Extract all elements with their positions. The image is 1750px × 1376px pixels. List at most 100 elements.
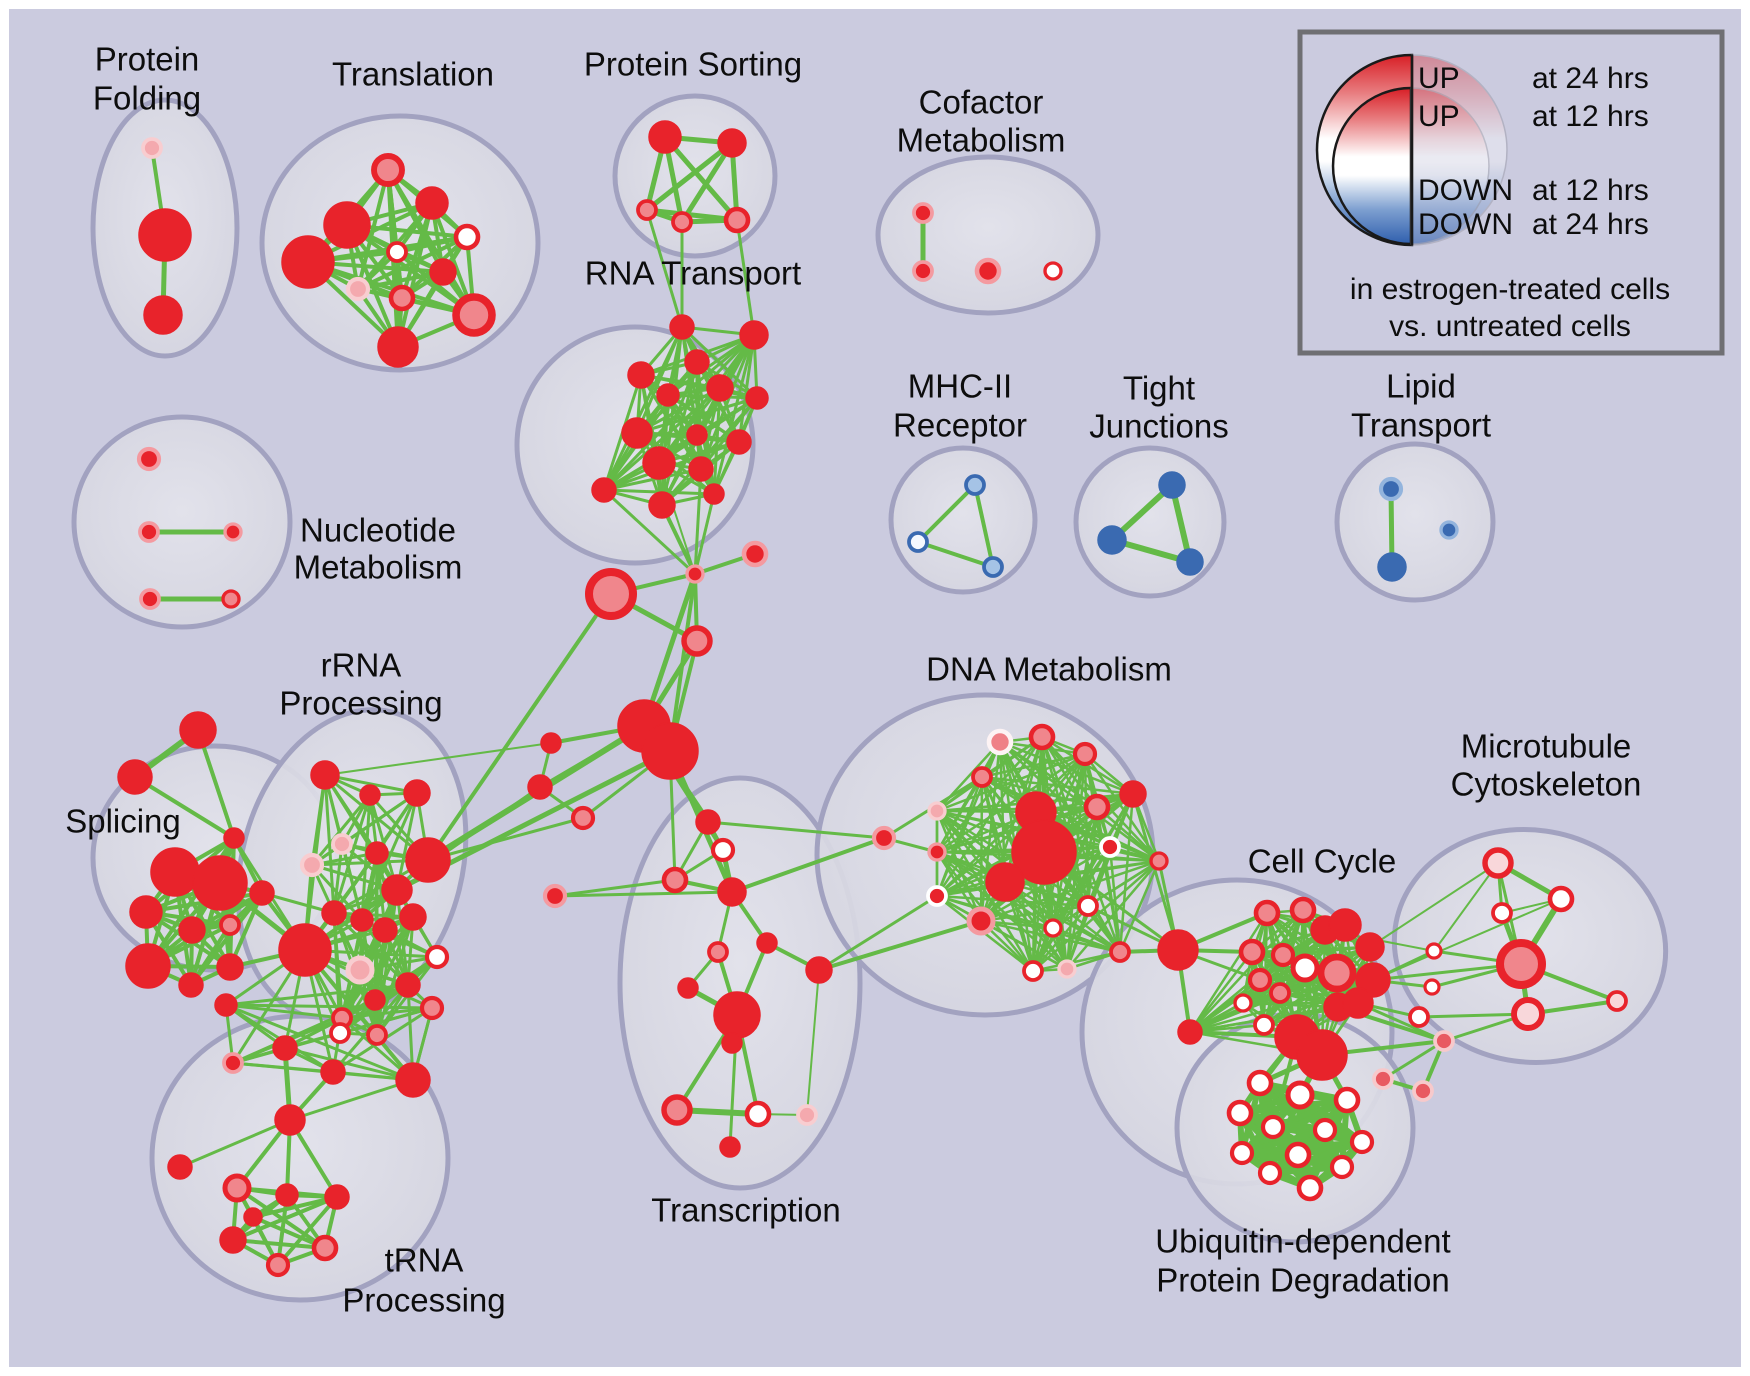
network-node[interactable]	[648, 120, 682, 154]
network-node[interactable]	[1270, 942, 1296, 968]
network-node[interactable]	[540, 732, 562, 754]
network-node[interactable]	[756, 932, 778, 954]
network-node[interactable]	[138, 521, 160, 543]
network-node[interactable]	[1496, 939, 1546, 989]
network-node[interactable]	[364, 989, 386, 1011]
network-node[interactable]	[179, 711, 217, 749]
network-node[interactable]	[648, 491, 676, 519]
network-node[interactable]	[621, 417, 653, 449]
network-node[interactable]	[1246, 1069, 1274, 1097]
network-node[interactable]	[1378, 476, 1404, 502]
network-node[interactable]	[1377, 552, 1407, 582]
network-node[interactable]	[686, 424, 708, 446]
network-node[interactable]	[1312, 1117, 1338, 1143]
network-node[interactable]	[1226, 1099, 1254, 1127]
network-node[interactable]	[386, 241, 408, 263]
network-node[interactable]	[971, 766, 993, 788]
network-node[interactable]	[324, 1184, 350, 1210]
network-node[interactable]	[453, 223, 481, 251]
network-node[interactable]	[1077, 895, 1099, 917]
network-node[interactable]	[1372, 1068, 1394, 1090]
network-node[interactable]	[1425, 942, 1443, 960]
network-node[interactable]	[1099, 836, 1121, 858]
network-node[interactable]	[974, 257, 1002, 285]
network-node[interactable]	[281, 235, 335, 289]
network-node[interactable]	[1355, 962, 1391, 998]
network-node[interactable]	[527, 774, 553, 800]
network-node[interactable]	[345, 955, 375, 985]
network-node[interactable]	[395, 972, 421, 998]
network-node[interactable]	[871, 825, 897, 851]
network-node[interactable]	[1158, 471, 1186, 499]
network-node[interactable]	[1511, 997, 1545, 1031]
network-node[interactable]	[366, 1024, 388, 1046]
network-node[interactable]	[331, 833, 353, 855]
network-node[interactable]	[1257, 1160, 1283, 1186]
network-node[interactable]	[249, 880, 275, 906]
network-node[interactable]	[377, 326, 419, 368]
network-node[interactable]	[1290, 953, 1320, 983]
network-node[interactable]	[927, 842, 947, 862]
network-node[interactable]	[661, 1094, 693, 1126]
network-node[interactable]	[1317, 953, 1357, 993]
network-node[interactable]	[274, 1104, 306, 1136]
network-node[interactable]	[1109, 941, 1131, 963]
network-node[interactable]	[395, 1062, 431, 1098]
network-node[interactable]	[1349, 1129, 1375, 1155]
network-node[interactable]	[350, 908, 374, 932]
network-node[interactable]	[311, 1234, 339, 1262]
network-node[interactable]	[178, 916, 206, 944]
network-node[interactable]	[1284, 1141, 1312, 1169]
network-node[interactable]	[796, 1104, 818, 1126]
network-node[interactable]	[1072, 741, 1098, 767]
network-node[interactable]	[138, 208, 192, 262]
network-node[interactable]	[167, 1154, 193, 1180]
network-node[interactable]	[1253, 1014, 1275, 1036]
network-node[interactable]	[723, 206, 751, 234]
network-node[interactable]	[1238, 938, 1266, 966]
network-node[interactable]	[726, 429, 752, 455]
network-node[interactable]	[1408, 1006, 1430, 1028]
network-node[interactable]	[359, 784, 381, 806]
network-node[interactable]	[707, 941, 729, 963]
network-node[interactable]	[1433, 1030, 1455, 1052]
network-node[interactable]	[424, 944, 450, 970]
network-node[interactable]	[216, 953, 244, 981]
network-node[interactable]	[265, 1252, 291, 1278]
network-node[interactable]	[684, 349, 710, 375]
network-node[interactable]	[1285, 1080, 1315, 1110]
network-node[interactable]	[129, 895, 163, 929]
network-node[interactable]	[223, 827, 245, 849]
network-node[interactable]	[1057, 959, 1077, 979]
network-node[interactable]	[570, 805, 596, 831]
network-node[interactable]	[745, 386, 769, 410]
network-node[interactable]	[717, 128, 747, 158]
network-node[interactable]	[542, 883, 568, 909]
network-node[interactable]	[1022, 960, 1044, 982]
network-node[interactable]	[125, 943, 171, 989]
network-node[interactable]	[964, 474, 986, 496]
network-node[interactable]	[706, 374, 734, 402]
network-node[interactable]	[1439, 520, 1459, 540]
network-node[interactable]	[452, 293, 496, 337]
network-node[interactable]	[1247, 967, 1273, 993]
network-node[interactable]	[1233, 993, 1253, 1013]
network-node[interactable]	[1547, 885, 1575, 913]
network-node[interactable]	[321, 900, 347, 926]
network-node[interactable]	[721, 1032, 743, 1054]
network-node[interactable]	[1176, 548, 1204, 576]
network-node[interactable]	[372, 917, 398, 943]
network-node[interactable]	[982, 556, 1004, 578]
network-node[interactable]	[636, 199, 658, 221]
network-node[interactable]	[299, 852, 325, 878]
network-node[interactable]	[661, 866, 689, 894]
network-node[interactable]	[669, 314, 695, 340]
network-node[interactable]	[585, 568, 637, 620]
network-node[interactable]	[641, 722, 699, 780]
network-node[interactable]	[136, 446, 162, 472]
network-node[interactable]	[912, 202, 934, 224]
network-node[interactable]	[627, 361, 655, 389]
network-node[interactable]	[985, 862, 1025, 902]
network-node[interactable]	[371, 153, 405, 187]
network-node[interactable]	[1342, 987, 1374, 1019]
